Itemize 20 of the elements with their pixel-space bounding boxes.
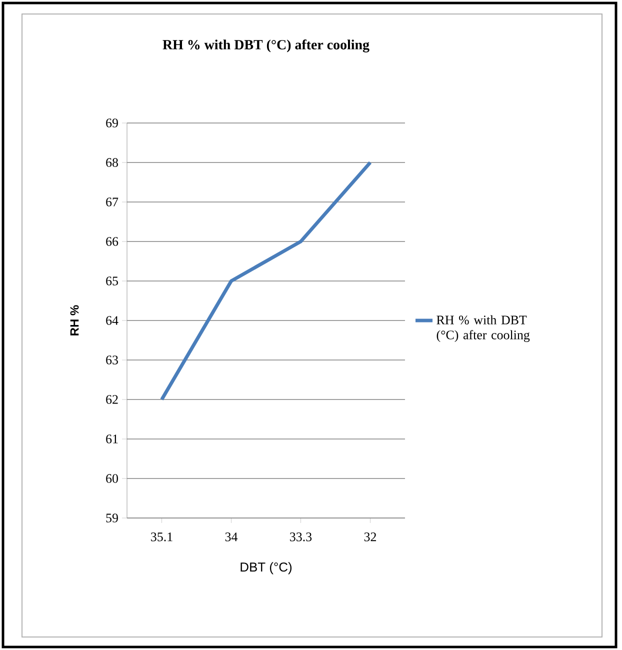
legend-label: RH % with DBT (°C) after cooling (436, 315, 530, 342)
x-axis-title: DBT (°C) (240, 562, 292, 574)
x-tick-label: 34 (225, 532, 238, 542)
y-tick-label: 67 (106, 198, 118, 206)
chart-title: RH % with DBT (°C) after cooling (162, 39, 370, 52)
y-tick-label: 68 (106, 158, 118, 167)
y-tick-label: 65 (106, 276, 118, 286)
line-series (160, 160, 372, 402)
y-tick-label: 61 (106, 434, 118, 444)
x-tick-label: 33.3 (290, 532, 312, 542)
y-tick-label: 69 (106, 118, 118, 128)
y-tick-label: 66 (106, 237, 118, 246)
y-tick-label: 59 (106, 514, 118, 522)
x-tick-label: 35.1 (151, 532, 172, 542)
y-axis-title: RH % (70, 305, 79, 336)
x-tick-label: 32 (364, 532, 376, 542)
y-tick-label: 60 (106, 474, 118, 483)
y-tick-label: 64 (106, 316, 118, 325)
y-tick-label: 62 (106, 395, 118, 404)
y-tick-label: 63 (106, 356, 118, 364)
